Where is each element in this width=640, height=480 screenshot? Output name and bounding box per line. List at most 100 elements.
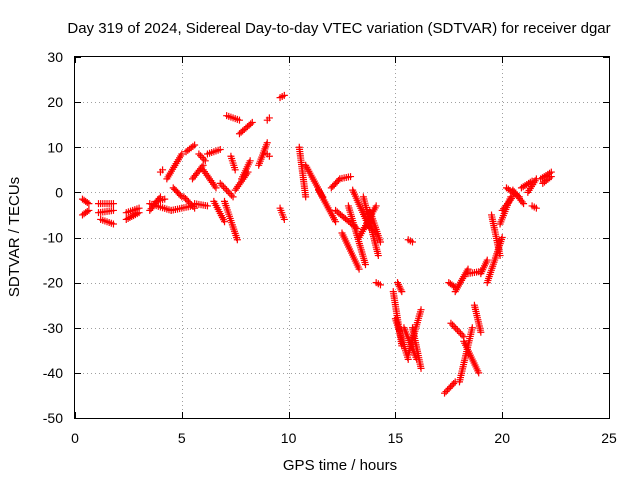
- data-point: [332, 218, 340, 226]
- data-point: [347, 173, 355, 181]
- data-point: [221, 184, 229, 192]
- data-point: [195, 150, 203, 158]
- data-point: [372, 202, 380, 210]
- data-point: [227, 191, 235, 199]
- x-tick-label: 0: [71, 430, 79, 446]
- plot-frame: [74, 56, 610, 419]
- x-tick-label: 20: [494, 430, 510, 446]
- x-tick-label: 10: [281, 430, 297, 446]
- data-point: [518, 198, 526, 206]
- data-point: [224, 188, 232, 196]
- data-point: [201, 157, 209, 165]
- data-point: [449, 321, 457, 329]
- data-point: [376, 281, 384, 289]
- data-point: [455, 328, 463, 336]
- data-point: [203, 202, 211, 210]
- data-point: [181, 194, 189, 202]
- data-point: [447, 319, 455, 327]
- data-point: [546, 174, 554, 182]
- data-point: [374, 252, 382, 260]
- data-point: [218, 181, 226, 189]
- data-point: [231, 166, 239, 174]
- data-point: [178, 150, 186, 158]
- y-tick-label: 20: [47, 94, 63, 110]
- data-point: [185, 198, 193, 206]
- data-point: [547, 173, 555, 181]
- y-tick-label: 0: [55, 184, 63, 200]
- data-point: [212, 184, 220, 192]
- data-point: [191, 141, 199, 149]
- data-point: [200, 155, 208, 163]
- data-point: [498, 234, 506, 241]
- data-point: [445, 384, 453, 392]
- data-point: [161, 195, 169, 203]
- data-point: [196, 152, 204, 160]
- data-point: [376, 238, 384, 246]
- x-tick-label: 25: [601, 430, 617, 446]
- data-point: [109, 220, 117, 228]
- data-point: [109, 206, 117, 214]
- data-point: [450, 380, 458, 388]
- data-point: [483, 256, 491, 264]
- data-point: [417, 306, 425, 314]
- chart-title: Day 319 of 2024, Sidereal Day-to-day VTE…: [67, 20, 610, 37]
- y-tick-label: -40: [43, 365, 63, 381]
- data-point: [221, 218, 229, 226]
- data-point: [450, 323, 458, 331]
- data-point: [223, 186, 231, 194]
- data-point: [398, 288, 406, 296]
- y-tick-label: -20: [43, 275, 63, 291]
- data-point: [247, 120, 255, 128]
- x-axis-title: GPS time / hours: [283, 457, 397, 474]
- data-point: [83, 208, 91, 216]
- data-point: [248, 118, 256, 126]
- data-point: [229, 193, 237, 201]
- data-point: [198, 153, 206, 161]
- data-point: [235, 116, 243, 124]
- data-point: [265, 114, 273, 122]
- axis-ticks: [75, 57, 610, 419]
- data-point: [216, 146, 224, 154]
- data-point: [176, 191, 184, 199]
- data-point: [219, 183, 227, 191]
- data-point: [452, 324, 460, 332]
- data-point: [280, 215, 288, 223]
- data-point: [280, 91, 288, 99]
- data-point: [85, 200, 93, 208]
- data-point: [442, 388, 450, 396]
- data-point: [447, 383, 455, 391]
- data-point: [508, 195, 516, 203]
- data-point: [444, 386, 452, 394]
- data-point: [458, 331, 466, 339]
- data-point: [441, 389, 449, 397]
- data-point: [355, 265, 363, 273]
- x-tick-label: 5: [178, 430, 186, 446]
- data-point: [361, 261, 369, 269]
- data-point: [159, 166, 167, 174]
- data-point: [453, 326, 461, 334]
- data-point: [216, 179, 224, 187]
- data-point: [183, 196, 191, 204]
- data-point: [468, 324, 476, 332]
- data-point: [334, 176, 342, 184]
- data-points: [78, 91, 555, 397]
- y-tick-label: -50: [43, 410, 63, 426]
- data-point: [109, 200, 117, 208]
- data-point: [263, 139, 271, 147]
- data-point: [83, 199, 91, 207]
- data-point: [520, 200, 528, 208]
- data-point: [135, 209, 143, 217]
- x-tick-labels: 0 5 10 15 20 25: [71, 430, 617, 446]
- data-point: [233, 236, 241, 244]
- x-tick-label: 15: [388, 430, 404, 446]
- y-tick-label: 30: [47, 49, 63, 65]
- data-point: [302, 193, 310, 201]
- data-point: [189, 142, 197, 150]
- y-tick-label: -30: [43, 320, 63, 336]
- data-point: [180, 193, 188, 201]
- data-point: [85, 206, 93, 214]
- y-axis-title: SDTVAR / TECUs: [6, 177, 23, 297]
- grid-lines: [75, 57, 609, 418]
- data-point: [408, 238, 416, 246]
- data-point: [475, 369, 483, 377]
